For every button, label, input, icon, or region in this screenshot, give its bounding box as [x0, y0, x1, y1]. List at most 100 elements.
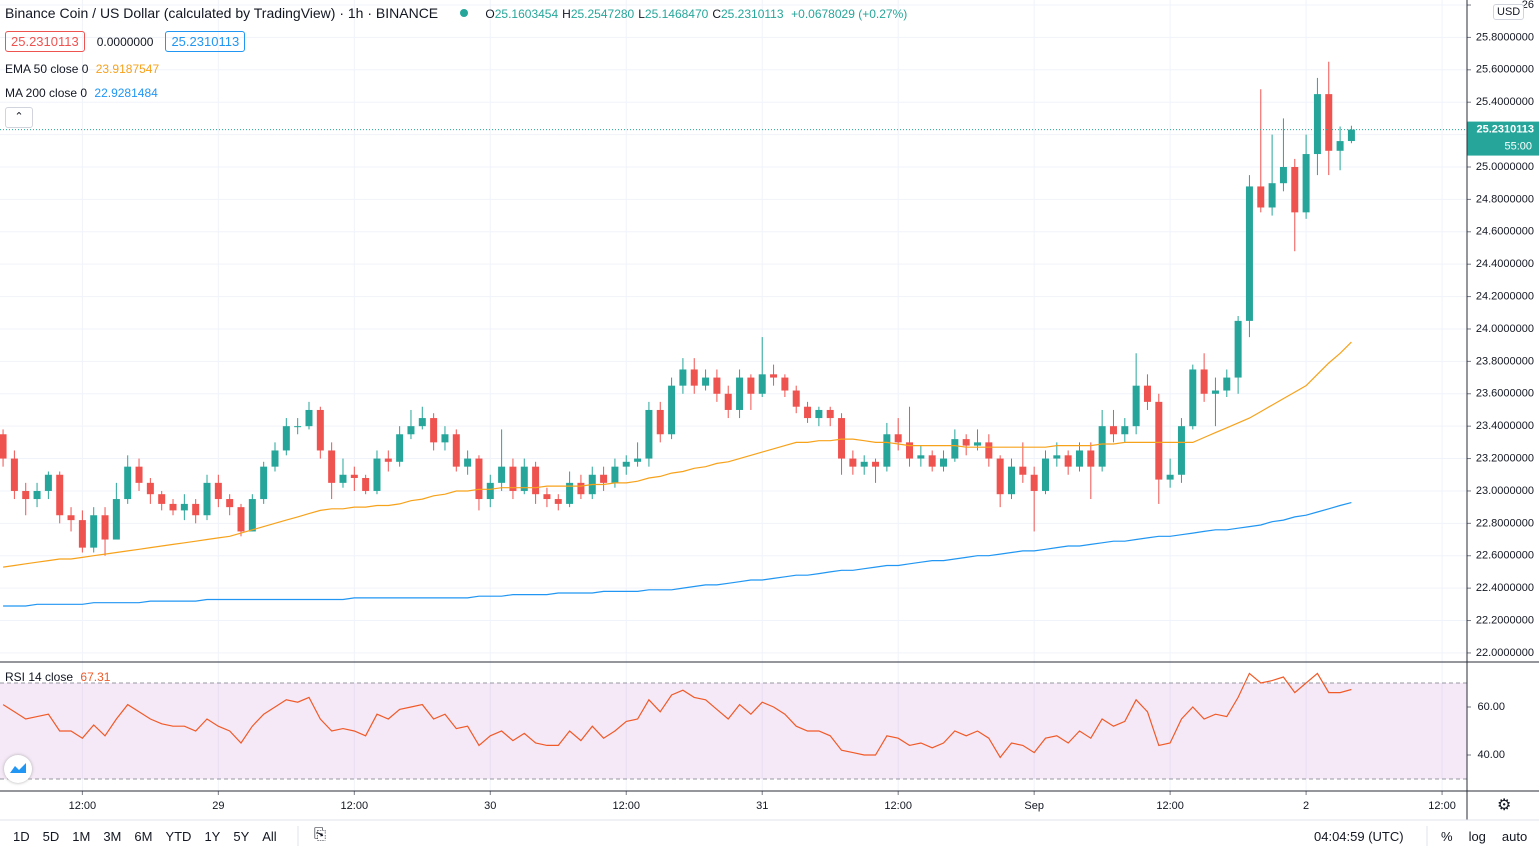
candle-body	[169, 503, 177, 511]
range-button[interactable]: YTD	[165, 829, 192, 844]
y-tick-label: 22.4000000	[1476, 582, 1534, 594]
candle-body	[203, 482, 211, 516]
candle-body	[520, 466, 528, 491]
candle-body	[418, 418, 426, 427]
ohlc-label: L	[638, 7, 645, 21]
y-tick-label: 25.4000000	[1476, 96, 1534, 108]
candle-body	[67, 515, 75, 521]
indicator-value: 67.31	[80, 670, 111, 684]
ohlc-label: O	[485, 7, 495, 21]
candle-body	[1234, 320, 1242, 378]
candle-body	[44, 474, 52, 491]
axis-option[interactable]: log	[1468, 829, 1486, 844]
candle-body	[600, 474, 608, 483]
candle-body	[940, 458, 948, 467]
range-button[interactable]: 5D	[42, 829, 60, 844]
symbol-title: Binance Coin / US Dollar (calculated by …	[5, 5, 439, 21]
currency-badge[interactable]: USD	[1493, 4, 1525, 20]
y-tick-label: 24.4000000	[1476, 258, 1534, 270]
candle-body	[872, 461, 880, 467]
date-range-button[interactable]: ⎘	[314, 826, 327, 843]
x-tick-label: 29	[212, 800, 224, 812]
candle-body	[328, 450, 336, 483]
candle-body	[1211, 390, 1219, 394]
candle-body	[826, 409, 834, 419]
candle-body	[1143, 385, 1151, 402]
candle-body	[373, 458, 381, 491]
last-price-tag	[1467, 121, 1539, 156]
candle-body	[271, 450, 279, 467]
y-tick-label: 24.0000000	[1476, 323, 1534, 335]
candle-body	[441, 434, 449, 443]
y-tick-label: 22.8000000	[1476, 517, 1534, 529]
y-tick-label: 60.00	[1477, 701, 1505, 713]
y-tick-label: 22.6000000	[1476, 550, 1534, 562]
ohlc-value: 25.1603454	[494, 7, 559, 21]
candle-body	[158, 494, 166, 504]
price-boxes: 25.2310113 0.0000000 25.2310113	[5, 31, 251, 52]
y-tick-label: 25.6000000	[1476, 64, 1534, 76]
y-tick-label: 22.0000000	[1476, 647, 1534, 659]
y-tick-label: 23.6000000	[1476, 388, 1534, 400]
range-button[interactable]: 1D	[13, 829, 30, 844]
candle-body	[770, 374, 778, 378]
candle-body	[1166, 474, 1174, 480]
candle-body	[214, 482, 222, 500]
candle-body	[781, 377, 789, 391]
range-button[interactable]: All	[262, 829, 277, 844]
candle-body	[124, 466, 132, 500]
candle-body	[566, 482, 574, 504]
ohlc-label: C	[712, 7, 721, 21]
last-price-label: 25.2310113	[1476, 123, 1534, 135]
candle-body	[294, 426, 302, 428]
candle-body	[101, 515, 109, 540]
candle-body	[724, 393, 732, 410]
candle-body	[804, 406, 812, 419]
axis-option[interactable]: auto	[1501, 829, 1528, 844]
candle-body	[10, 458, 18, 491]
range-button[interactable]: 1M	[72, 829, 91, 844]
price-box: 25.2310113	[5, 31, 85, 52]
axis-option[interactable]: %	[1441, 829, 1453, 844]
range-bar: 1D 5D 1M 3M 6M YTD 1Y 5Y All	[13, 829, 290, 844]
candle-body	[1132, 385, 1140, 427]
candle-body	[475, 458, 483, 500]
y-tick-label: 40.00	[1477, 749, 1505, 761]
candle-body	[860, 461, 868, 467]
candle-body	[1313, 94, 1321, 155]
candle-body	[668, 385, 676, 435]
candle-body	[486, 482, 494, 500]
range-button[interactable]: 1Y	[204, 829, 221, 844]
x-tick-label: 12:00	[69, 800, 97, 812]
candle-body	[1223, 377, 1231, 391]
candle-body	[883, 434, 891, 467]
candle-body	[1336, 141, 1344, 151]
candle-body	[985, 442, 993, 459]
candle-body	[1064, 455, 1072, 467]
candle-body	[350, 474, 358, 478]
candle-body	[282, 426, 290, 451]
x-tick-label: 12:00	[341, 800, 369, 812]
legend-ema: EMA 50 close 0 23.9187547	[5, 62, 159, 76]
legend-value: 23.9187547	[95, 62, 160, 76]
candle-body	[894, 434, 902, 443]
candle-body	[928, 455, 936, 467]
candle-body	[226, 499, 234, 508]
settings-button[interactable]: ⚙	[1497, 797, 1512, 814]
candle-body	[1325, 94, 1333, 151]
candle-body	[1177, 426, 1185, 475]
range-button[interactable]: 5Y	[233, 829, 250, 844]
candle-body	[543, 494, 551, 500]
candle-body	[554, 499, 562, 504]
candle-body	[22, 490, 30, 500]
collapse-button[interactable]: ⌃	[5, 107, 33, 128]
candle-body	[906, 442, 914, 459]
candle-body	[1189, 369, 1197, 427]
candle-body	[248, 499, 256, 532]
range-button[interactable]: 3M	[103, 829, 122, 844]
candle-body	[1030, 474, 1038, 491]
legend-ma: MA 200 close 0 22.9281484	[5, 86, 158, 100]
range-button[interactable]: 6M	[134, 829, 153, 844]
candle-body	[192, 503, 200, 516]
